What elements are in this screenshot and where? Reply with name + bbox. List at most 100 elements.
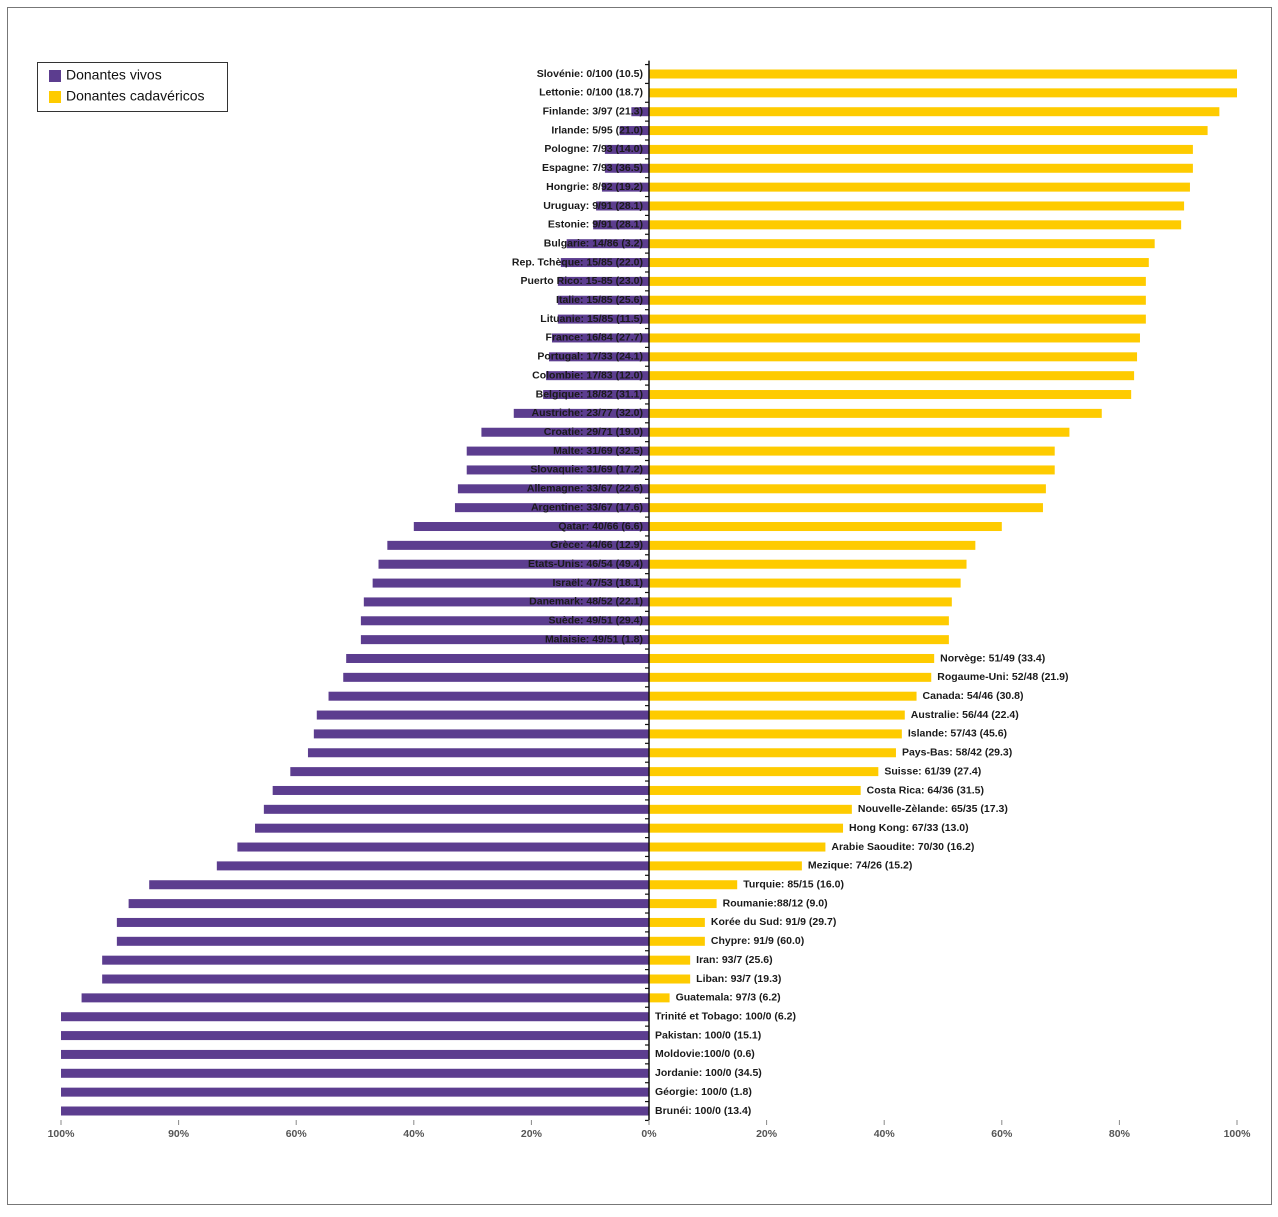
bar-label: Arabie Saoudite: 70/30 (16.2): [831, 841, 974, 853]
bar: [649, 522, 1002, 532]
legend-swatch: [49, 70, 61, 82]
bar: [649, 88, 1237, 98]
bar: [649, 597, 952, 607]
bar-label: Austriche: 23/77 (32.0): [532, 407, 643, 419]
bar: [328, 691, 649, 701]
x-tick-label: 20%: [521, 1128, 543, 1140]
bar: [513, 408, 649, 418]
bar: [363, 597, 649, 607]
x-tick-label: 20%: [756, 1128, 778, 1140]
legend-swatch: [49, 91, 61, 103]
bar-label: Géorgie: 100/0 (1.8): [655, 1086, 752, 1098]
bar: [649, 107, 1220, 117]
bar: [649, 767, 879, 777]
bar: [649, 465, 1055, 475]
bar: [307, 748, 649, 758]
bar-label: Slovaquie: 31/69 (17.2): [530, 464, 643, 476]
bar: [631, 107, 649, 117]
bar: [81, 993, 649, 1003]
bar: [649, 729, 902, 739]
bar: [649, 220, 1182, 230]
bar: [149, 880, 649, 890]
bar-label: Estonie: 9/91 (28.1): [548, 219, 643, 231]
bar: [61, 1106, 649, 1116]
bar-label: Puerto Rico: 15-85 (23.0): [520, 275, 643, 287]
bar: [649, 446, 1055, 456]
bar: [466, 446, 649, 456]
x-tick-label: 60%: [991, 1128, 1013, 1140]
bar: [116, 936, 650, 946]
bar-label: Suède: 49/51 (29.4): [548, 615, 643, 627]
bar-label: Bulgarie: 14/86 (3.2): [544, 237, 643, 249]
bar-label: Islande: 57/43 (45.6): [908, 728, 1007, 740]
bar-label: Lettonie: 0/100 (18.7): [539, 87, 643, 99]
bar: [546, 371, 649, 381]
x-tick-label: 100%: [48, 1128, 76, 1140]
bar: [649, 616, 949, 626]
bar: [237, 842, 649, 852]
bar: [61, 1031, 649, 1041]
bar: [290, 767, 649, 777]
bar-label: Finlande: 3/97 (21.3): [543, 105, 643, 117]
legend-label: Donantes cadavéricos: [66, 88, 205, 104]
bar: [272, 785, 649, 795]
bar: [413, 522, 649, 532]
bar: [481, 427, 649, 437]
bar: [649, 540, 976, 550]
bar: [649, 672, 932, 682]
x-tick-label: 40%: [874, 1128, 896, 1140]
bar: [649, 880, 738, 890]
bar-label: Jordanie: 100/0 (34.5): [655, 1067, 762, 1079]
bar: [378, 559, 649, 569]
bar: [649, 710, 905, 720]
bar-label: Belgique: 18/82 (31.1): [536, 388, 643, 400]
bar: [593, 220, 649, 230]
bar: [604, 144, 649, 154]
bar-label: Croatie: 29/71 (19.0): [544, 426, 643, 438]
bar: [649, 484, 1046, 494]
bar-label: Norvège: 51/49 (33.4): [940, 652, 1045, 664]
bar: [649, 691, 917, 701]
bar-label: Hong Kong: 67/33 (13.0): [849, 822, 969, 834]
bar-label: Malaisie: 49/51 (1.8): [545, 633, 643, 645]
bar: [549, 352, 649, 362]
bar-label: Rogaume-Uni: 52/48 (21.9): [937, 671, 1068, 683]
bar-label: Rep. Tchèque: 15/85 (22.0): [512, 256, 643, 268]
bar: [255, 823, 650, 833]
bar-label: Qatar: 40/66 (6.6): [558, 520, 643, 532]
bar: [557, 295, 649, 305]
bar-label: Colombie: 17/83 (12.0): [532, 369, 643, 381]
bar-label: Hongrie: 8/92 (19.2): [546, 181, 643, 193]
bar: [566, 239, 649, 249]
bar: [649, 823, 844, 833]
bar: [649, 804, 852, 814]
bar: [649, 201, 1185, 211]
bar: [560, 258, 649, 268]
bar-label: Guatemala: 97/3 (6.2): [676, 992, 781, 1004]
bar: [313, 729, 649, 739]
bar-label: Moldovie:100/0 (0.6): [655, 1048, 755, 1060]
bar: [263, 804, 649, 814]
bar: [649, 352, 1138, 362]
bar: [102, 955, 649, 965]
bar: [649, 653, 935, 663]
bar: [387, 540, 649, 550]
bar-label: Malte: 31/69 (32.5): [553, 445, 643, 457]
bar: [457, 484, 649, 494]
bar-label: Roumanie:88/12 (9.0): [723, 897, 828, 909]
bar: [649, 258, 1149, 268]
bar-label: Chypre: 91/9 (60.0): [711, 935, 804, 947]
bar: [551, 333, 649, 343]
bar: [619, 126, 649, 136]
bar-label: Lituanie: 15/85 (11.5): [540, 313, 643, 325]
bar: [466, 465, 649, 475]
bar: [649, 314, 1146, 324]
bar-label: Pays-Bas: 58/42 (29.3): [902, 747, 1012, 759]
bar: [649, 993, 670, 1003]
bar-label: Israël: 47/53 (18.1): [553, 577, 643, 589]
bar-label: Grèce: 44/66 (12.9): [550, 539, 643, 551]
bar-label: France: 16/84 (27.7): [546, 332, 643, 344]
bar-label: Etats-Unis: 46/54 (49.4): [528, 558, 643, 570]
bar: [649, 578, 961, 588]
